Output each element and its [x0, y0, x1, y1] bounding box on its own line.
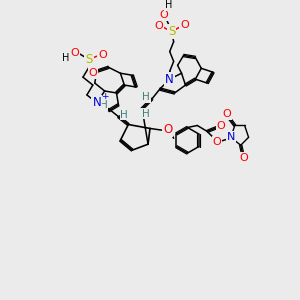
Text: H: H: [121, 110, 128, 120]
Text: S: S: [168, 25, 176, 38]
Text: O: O: [163, 123, 172, 136]
Text: N: N: [227, 132, 235, 142]
Text: O: O: [159, 10, 168, 20]
Text: H: H: [61, 53, 69, 64]
Text: O: O: [180, 20, 189, 30]
Text: O: O: [98, 50, 107, 59]
Text: O: O: [154, 21, 163, 31]
Text: S: S: [85, 53, 93, 66]
Text: N: N: [165, 73, 174, 86]
Text: H: H: [165, 0, 172, 10]
Text: O: O: [71, 47, 80, 58]
Text: H: H: [142, 92, 150, 102]
Text: O: O: [223, 109, 231, 119]
Text: H: H: [100, 100, 107, 110]
Text: +: +: [101, 92, 108, 101]
Text: O: O: [88, 68, 97, 78]
Text: O: O: [239, 153, 248, 163]
Text: H: H: [142, 109, 150, 119]
Text: N: N: [92, 96, 101, 109]
Text: O: O: [217, 122, 225, 131]
Text: O: O: [213, 137, 221, 147]
